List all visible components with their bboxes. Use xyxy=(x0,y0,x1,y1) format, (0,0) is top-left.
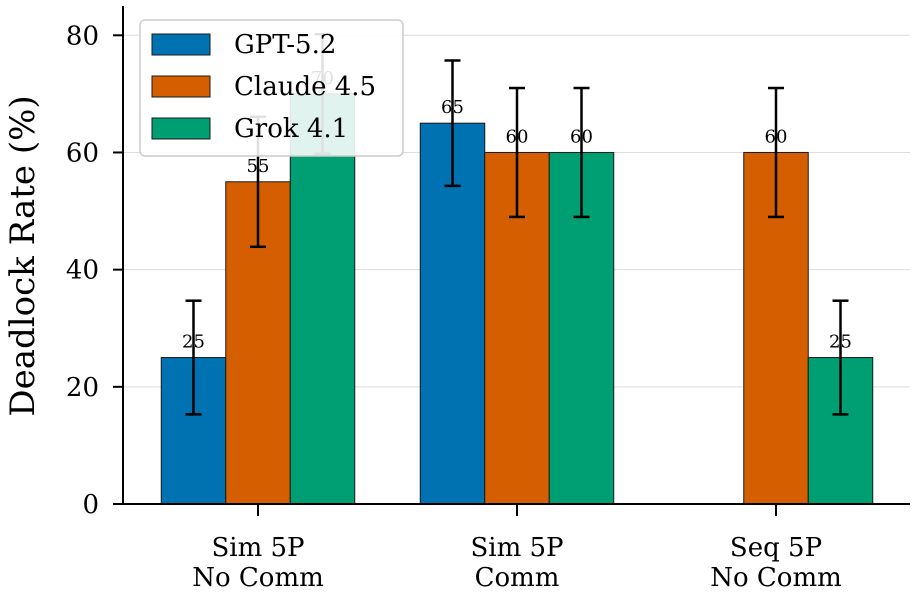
data-label-claude-4-5-1: 60 xyxy=(506,126,529,147)
svg-text:Grok 4.1: Grok 4.1 xyxy=(234,114,348,144)
svg-text:GPT-5.2: GPT-5.2 xyxy=(234,30,336,60)
svg-text:Claude 4.5: Claude 4.5 xyxy=(234,72,376,102)
data-label-grok-4-1-2: 25 xyxy=(829,332,852,353)
category-label-0: Sim 5P No Comm xyxy=(192,533,324,593)
error-bar-claude-4-5-2 xyxy=(768,86,784,219)
data-label-claude-4-5-2: 60 xyxy=(765,126,788,147)
error-bar-gpt-5-2-1 xyxy=(444,59,461,188)
y-tick-label-20: 20 xyxy=(66,373,99,403)
error-bar-grok-4-1-2 xyxy=(832,299,849,416)
error-bar-claude-4-5-1 xyxy=(509,86,525,219)
y-tick-label-80: 80 xyxy=(66,21,99,51)
legend-item-claude-4-5: Claude 4.5 xyxy=(151,72,376,102)
category-label-2: Seq 5P No Comm xyxy=(710,533,842,593)
y-axis-label: Deadlock Rate (%) xyxy=(3,95,43,416)
legend-item-grok-4-1: Grok 4.1 xyxy=(151,114,348,144)
data-label-claude-4-5-0: 55 xyxy=(247,156,270,177)
y-ticks: 0 20 40 60 80 xyxy=(66,21,123,520)
y-tick-label-60: 60 xyxy=(66,138,99,168)
legend: GPT-5.2 Claude 4.5 Grok 4.1 xyxy=(139,19,404,157)
x-ticks: Sim 5P No Comm Sim 5P Comm Seq 5P No Comm xyxy=(192,504,842,593)
data-label-grok-4-1-1: 60 xyxy=(570,126,593,147)
category-label-1: Sim 5P Comm xyxy=(470,533,563,593)
data-label-gpt-5-2-1: 65 xyxy=(441,97,464,118)
y-tick-label-0: 0 xyxy=(82,490,99,520)
y-tick-label-40: 40 xyxy=(66,256,99,286)
data-label-gpt-5-2-0: 25 xyxy=(182,332,205,353)
legend-item-gpt-5-2: GPT-5.2 xyxy=(151,30,336,60)
error-bar-grok-4-1-1 xyxy=(573,86,590,219)
error-bar-gpt-5-2-0 xyxy=(185,299,202,416)
